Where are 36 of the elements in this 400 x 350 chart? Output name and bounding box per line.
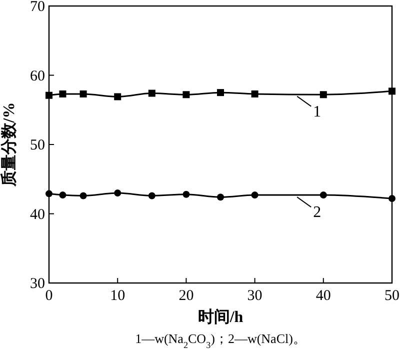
point [148,192,156,200]
point [80,192,87,200]
y-tick-label: 70 [30,0,45,15]
point [388,88,396,95]
point [46,92,52,99]
y-tick-label: 60 [30,68,45,84]
point [114,93,122,100]
legend-label: 1 [313,103,322,120]
point [251,192,258,199]
point [217,194,224,201]
point [148,90,156,97]
x-tick-label: 30 [247,288,262,304]
point [46,190,52,198]
x-tick-label: 40 [316,288,331,304]
point [251,90,258,98]
point [182,91,190,98]
point [217,89,224,96]
x-tick-label: 50 [384,288,400,304]
y-tick-label: 30 [30,276,45,292]
x-tick-label: 10 [110,288,126,304]
point [59,192,66,199]
point [320,192,327,199]
legend-label: 2 [313,204,322,222]
x-tick-label: 0 [45,288,53,304]
point [388,195,396,202]
point [59,90,66,98]
point [182,190,190,198]
point [114,189,122,196]
y-axis-title: 质量分数/% [0,102,18,188]
point [80,90,87,98]
y-tick-label: 50 [30,138,45,154]
point [320,91,327,98]
y-tick-label: 40 [30,206,45,223]
text: 1—w(Na$_{2}$CO$_{3}$)；2—w(NaCl)。 [135,331,306,350]
x-axis-title: 时间/h [198,308,244,326]
x-tick-label: 20 [178,288,194,304]
